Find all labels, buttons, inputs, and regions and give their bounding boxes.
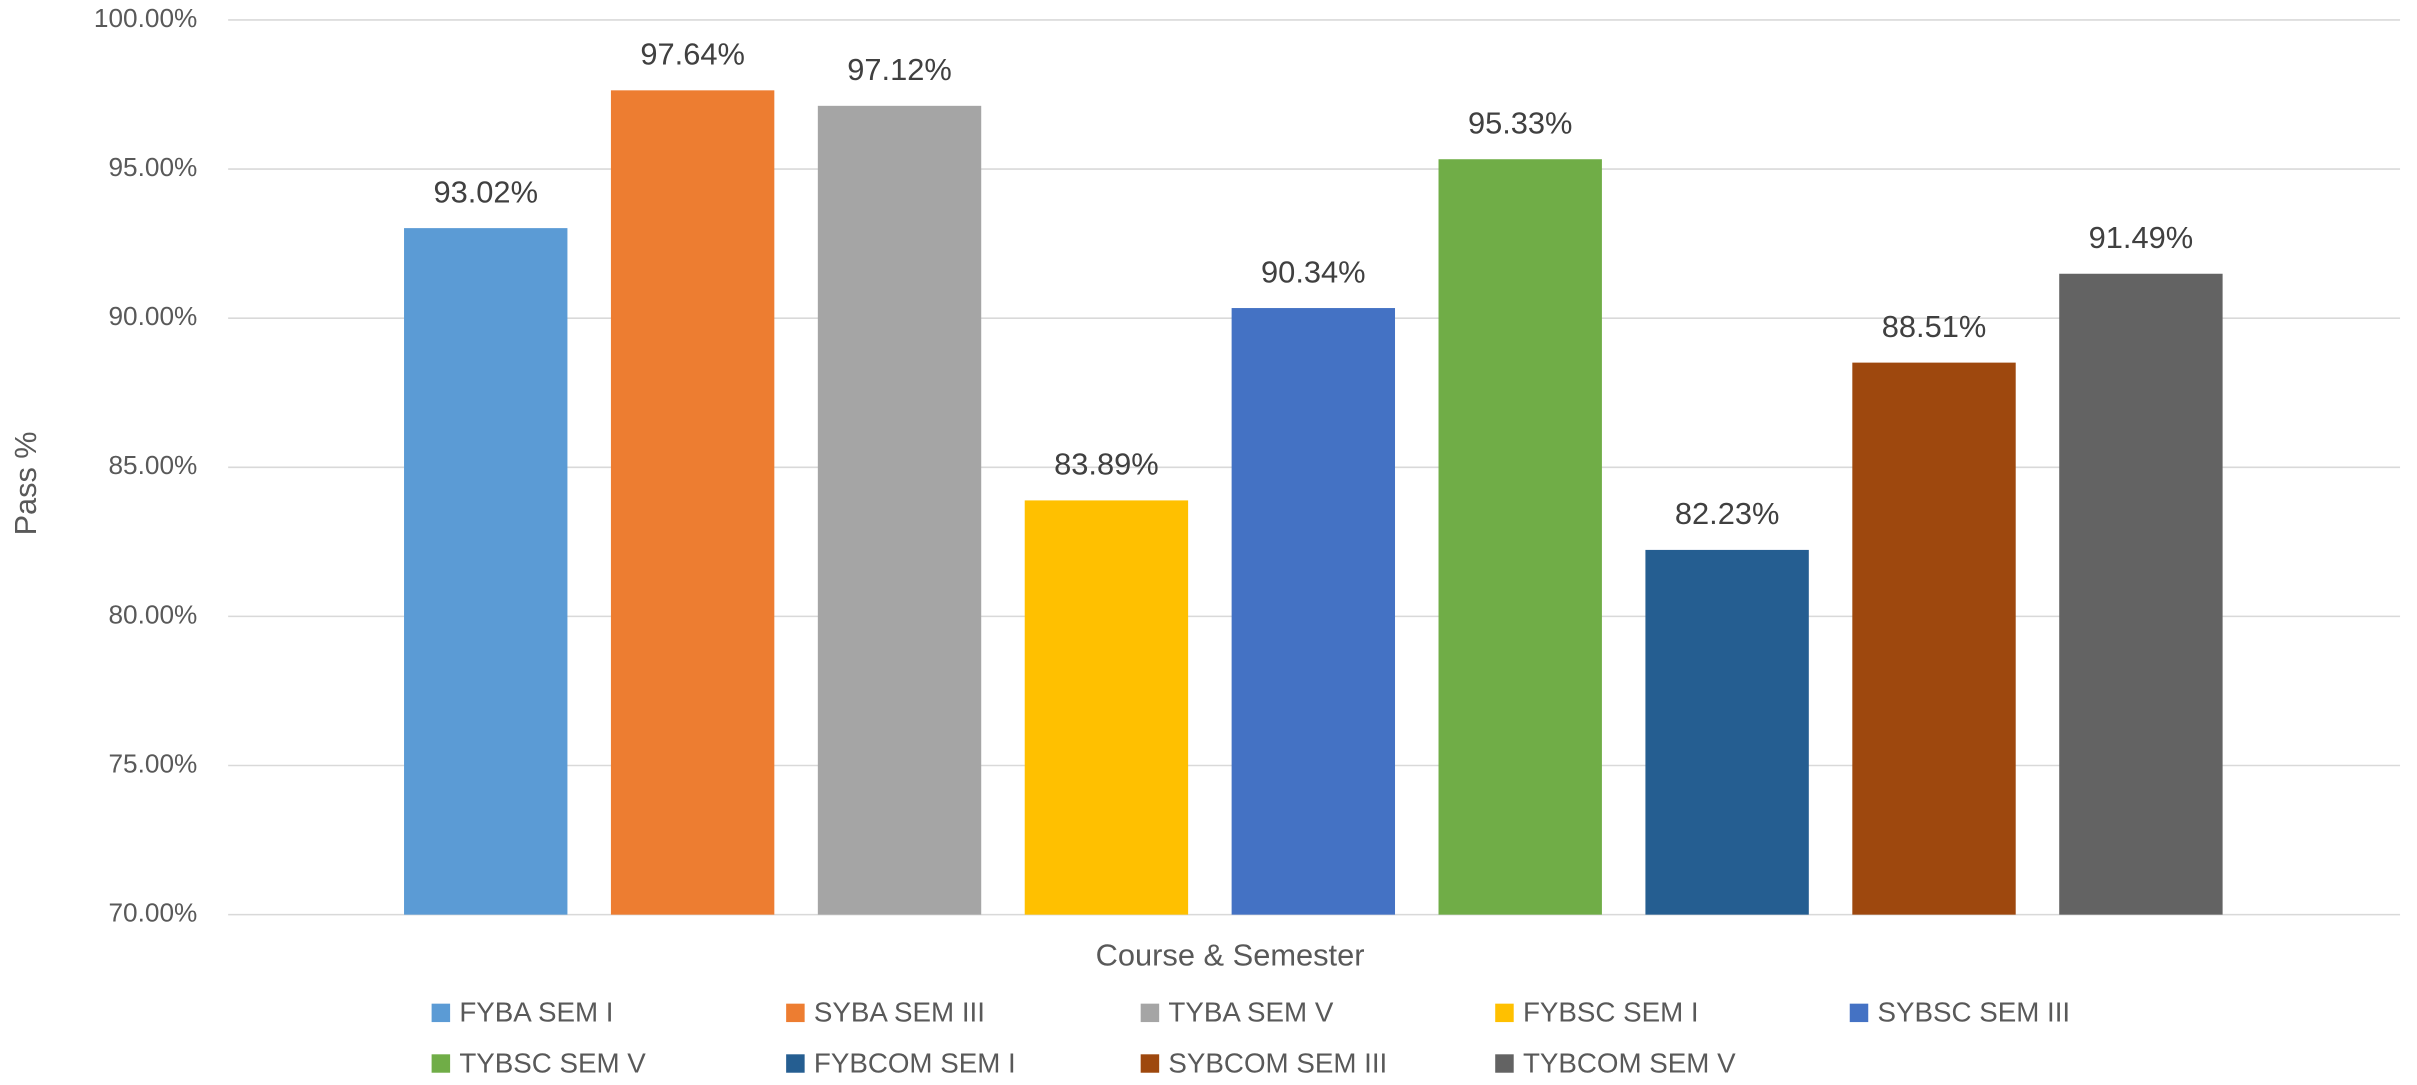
data-label: 93.02%	[433, 175, 538, 210]
legend-swatch	[431, 1003, 451, 1023]
data-label: 91.49%	[2089, 220, 2194, 255]
legend-label: SYBSC SEM III	[1877, 997, 2070, 1028]
y-tick-label: 75.00%	[109, 748, 198, 778]
bar	[1438, 159, 1602, 915]
legend-label: TYBA SEM V	[1168, 997, 1333, 1028]
legend-swatch	[1140, 1003, 1160, 1023]
bar	[1024, 500, 1189, 915]
bar	[1852, 362, 2016, 915]
y-tick-label: 90.00%	[109, 301, 198, 331]
y-tick-label: 100.00%	[94, 3, 197, 33]
data-label: 82.23%	[1675, 496, 1780, 531]
legend-label: SYBCOM SEM III	[1168, 1047, 1387, 1078]
legend-swatch	[1495, 1003, 1514, 1023]
legend-swatch	[786, 1003, 805, 1023]
bar	[817, 105, 982, 915]
legend-label: TYBCOM SEM V	[1523, 1047, 1736, 1078]
legend-swatch	[786, 1054, 805, 1073]
bar	[2059, 273, 2223, 915]
data-label: 88.51%	[1882, 309, 1987, 344]
legend-label: FYBA SEM I	[459, 997, 613, 1028]
legend-swatch	[1495, 1054, 1514, 1073]
data-label: 97.64%	[640, 37, 745, 72]
legend-label: SYBA SEM III	[814, 997, 985, 1028]
bar	[1231, 308, 1396, 915]
legend-swatch	[431, 1054, 451, 1073]
legend-label: FYBCOM SEM I	[814, 1047, 1016, 1078]
y-tick-label: 85.00%	[109, 450, 198, 480]
y-axis-title: Pass %	[8, 431, 43, 535]
data-label: 97.12%	[847, 52, 952, 87]
legend-label: TYBSC SEM V	[459, 1047, 646, 1078]
y-tick-label: 80.00%	[109, 599, 198, 629]
legend-swatch	[1140, 1054, 1160, 1073]
bar	[404, 228, 568, 915]
bar	[610, 90, 775, 915]
bar	[1645, 549, 1809, 915]
y-tick-label: 70.00%	[109, 898, 198, 928]
data-label: 90.34%	[1261, 254, 1366, 289]
x-axis-title: Course & Semester	[1096, 938, 1365, 973]
data-label: 95.33%	[1468, 106, 1573, 141]
legend-swatch	[1849, 1003, 1869, 1023]
data-label: 83.89%	[1054, 447, 1159, 482]
y-tick-label: 95.00%	[109, 152, 198, 182]
legend-label: FYBSC SEM I	[1523, 997, 1699, 1028]
